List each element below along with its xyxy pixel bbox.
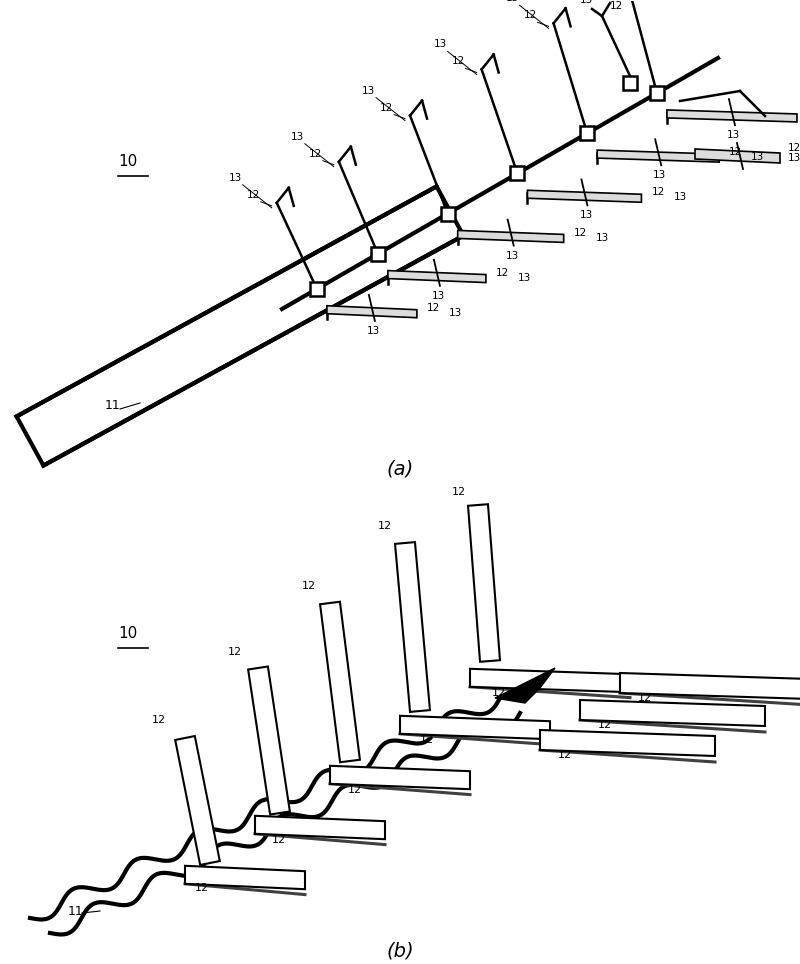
Text: 12: 12	[380, 102, 394, 113]
Text: 12: 12	[651, 187, 665, 198]
Polygon shape	[17, 186, 463, 466]
Polygon shape	[327, 306, 417, 318]
Text: 12: 12	[610, 1, 623, 11]
Text: 12: 12	[492, 688, 506, 698]
Text: 12: 12	[496, 268, 509, 278]
Polygon shape	[330, 765, 470, 790]
Polygon shape	[470, 669, 630, 692]
Text: 13: 13	[367, 326, 380, 335]
Polygon shape	[395, 542, 430, 711]
Text: 13: 13	[229, 173, 242, 183]
Polygon shape	[458, 230, 564, 242]
Text: 12: 12	[246, 190, 260, 200]
Text: 13: 13	[518, 273, 531, 282]
Text: 13: 13	[580, 0, 594, 5]
Polygon shape	[175, 736, 220, 865]
Text: 12: 12	[574, 228, 587, 237]
Bar	[510, 167, 525, 180]
Polygon shape	[597, 150, 719, 162]
Text: 10: 10	[118, 626, 138, 641]
Text: 12: 12	[302, 581, 316, 591]
Polygon shape	[620, 673, 800, 699]
Text: 13: 13	[362, 86, 375, 95]
Bar	[371, 247, 385, 261]
Text: 12: 12	[523, 11, 537, 20]
Text: 12: 12	[348, 785, 362, 795]
Text: 13: 13	[449, 308, 462, 318]
Polygon shape	[400, 716, 550, 739]
Polygon shape	[388, 271, 486, 282]
Text: 12: 12	[309, 148, 322, 159]
Bar	[310, 281, 324, 296]
Polygon shape	[580, 700, 765, 726]
Text: 13: 13	[506, 251, 519, 260]
Text: 13: 13	[432, 291, 445, 301]
Bar	[441, 206, 454, 221]
Bar	[580, 126, 594, 141]
Polygon shape	[255, 816, 385, 840]
Text: 12: 12	[152, 715, 166, 725]
Text: 13: 13	[434, 40, 447, 49]
Text: 11: 11	[105, 399, 121, 412]
Text: 12: 12	[195, 883, 209, 893]
Polygon shape	[185, 866, 305, 889]
Polygon shape	[495, 668, 555, 703]
Text: 12: 12	[558, 750, 572, 760]
Polygon shape	[527, 190, 642, 202]
Text: 13: 13	[674, 193, 686, 202]
Text: 13: 13	[751, 152, 765, 162]
Polygon shape	[248, 666, 290, 815]
Text: 13: 13	[596, 232, 609, 243]
Text: 12: 12	[452, 487, 466, 497]
Text: 12: 12	[598, 720, 612, 730]
Text: (a): (a)	[386, 460, 414, 478]
Bar	[650, 86, 664, 100]
Polygon shape	[540, 730, 715, 756]
Text: 12: 12	[272, 835, 286, 845]
Text: (b): (b)	[386, 942, 414, 960]
Text: 13: 13	[788, 153, 800, 163]
Text: 11: 11	[68, 905, 84, 918]
Polygon shape	[320, 602, 360, 763]
Text: 12: 12	[378, 521, 392, 531]
Polygon shape	[695, 149, 780, 163]
Text: 10: 10	[118, 154, 138, 169]
Text: 13: 13	[579, 210, 593, 221]
Text: 12: 12	[420, 735, 434, 745]
Text: 13: 13	[506, 0, 519, 3]
Text: 13: 13	[727, 130, 740, 140]
Polygon shape	[667, 110, 797, 121]
Text: 12: 12	[452, 57, 465, 67]
Text: 13: 13	[654, 171, 666, 180]
Bar	[623, 76, 637, 90]
Text: 12: 12	[638, 693, 652, 703]
Polygon shape	[468, 504, 500, 661]
Text: 12: 12	[427, 303, 440, 313]
Text: 12: 12	[730, 147, 742, 157]
Text: 12: 12	[228, 647, 242, 657]
Text: 12: 12	[788, 143, 800, 153]
Text: 13: 13	[291, 132, 304, 142]
